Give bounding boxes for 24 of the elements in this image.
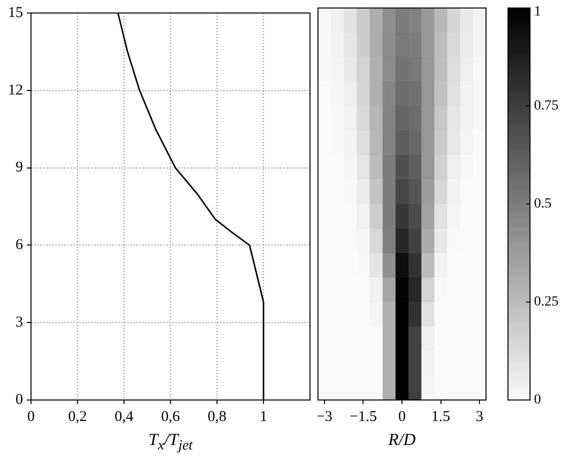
color-bar-label: 1 bbox=[534, 4, 541, 20]
y-tick-label: 9 bbox=[16, 160, 23, 176]
x-axis-title: T$_{x}$/T$_{jet}$ bbox=[148, 430, 193, 454]
y-tick-label: 0 bbox=[16, 392, 23, 408]
x-axis-title: R/D bbox=[388, 430, 416, 450]
y-tick-label: 3 bbox=[16, 314, 23, 331]
x-tick-label: 1 bbox=[260, 408, 268, 425]
color-bar-label: 0 bbox=[534, 392, 541, 408]
x-tick-label: 0,8 bbox=[208, 408, 226, 425]
y-tick-label: 6 bbox=[16, 237, 24, 254]
x-tick-label: 0 bbox=[398, 408, 406, 425]
x-tick-label: 0 bbox=[27, 408, 35, 425]
x-tick-label: 3 bbox=[476, 408, 484, 425]
x-tick-label: 0,6 bbox=[161, 408, 180, 425]
y-tick-label: 15 bbox=[8, 4, 23, 21]
x-tick-label: 1.5 bbox=[431, 408, 450, 425]
x-tick-label: −1.5 bbox=[350, 408, 377, 425]
y-tick-label: 12 bbox=[8, 82, 23, 98]
x-tick-label: 0,4 bbox=[114, 408, 134, 425]
color-bar-label: 0.5 bbox=[534, 196, 552, 212]
color-bar-label: 0.75 bbox=[534, 98, 558, 114]
x-tick-label: 0,2 bbox=[68, 408, 87, 425]
color-bar-label: 0.25 bbox=[534, 294, 558, 310]
x-tick-label: −3 bbox=[316, 408, 332, 425]
